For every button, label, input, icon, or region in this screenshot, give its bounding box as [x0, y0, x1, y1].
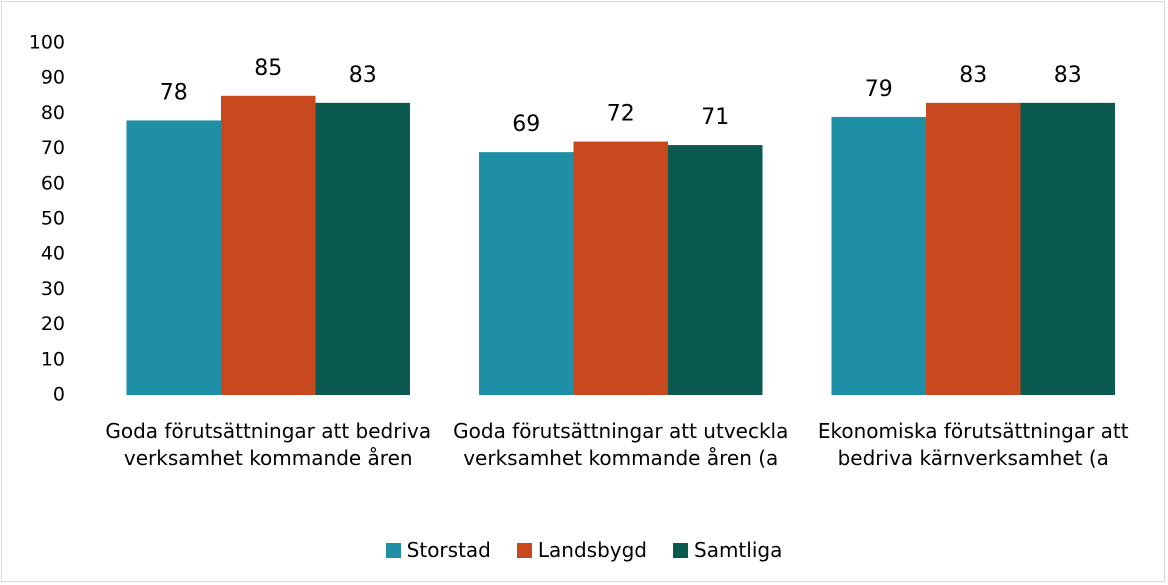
value-label: 83 [1054, 63, 1082, 88]
value-label: 85 [254, 56, 282, 81]
x-tick-label: Goda förutsättningar att bedriva verksam… [105, 419, 432, 470]
y-tick-label: 40 [41, 243, 65, 265]
legend: Storstad Landsbygd Samtliga [0, 538, 1168, 562]
y-tick-label: 30 [41, 278, 65, 300]
y-tick-label: 70 [41, 137, 65, 159]
y-tick-label: 100 [29, 32, 65, 54]
value-label: 83 [959, 63, 987, 88]
legend-label: Samtliga [694, 538, 783, 562]
y-tick-label: 80 [41, 102, 65, 124]
legend-label: Landsbygd [537, 538, 647, 562]
legend-item: Samtliga [673, 538, 782, 562]
bar [831, 116, 926, 396]
y-tick-label: 90 [41, 67, 65, 89]
legend-item: Landsbygd [516, 538, 647, 562]
value-label: 78 [160, 80, 188, 105]
y-tick-label: 60 [41, 172, 65, 194]
bar [315, 102, 410, 395]
bar [926, 102, 1021, 395]
x-tick-label: Ekonomiska förutsättningar att bedriva k… [817, 419, 1129, 470]
legend-swatch [673, 542, 688, 558]
value-label: 83 [349, 63, 377, 88]
y-tick-label: 10 [41, 348, 65, 370]
y-tick-label: 50 [41, 208, 65, 230]
x-tick-label: Goda förutsättningar att utveckla verksa… [453, 419, 789, 470]
bar [126, 120, 221, 395]
legend-label: Storstad [406, 538, 491, 562]
bar [668, 145, 763, 395]
legend-item: Storstad [385, 538, 491, 562]
bar [1020, 102, 1115, 395]
value-label: 79 [865, 77, 893, 102]
value-label: 69 [512, 112, 540, 137]
legend-swatch [385, 542, 401, 558]
legend-swatch [516, 542, 532, 558]
y-tick-label: 0 [53, 384, 65, 406]
bar [479, 152, 574, 395]
value-label: 72 [607, 102, 635, 127]
value-label: 71 [701, 105, 729, 130]
bar [573, 141, 668, 395]
y-tick-label: 20 [41, 313, 65, 335]
bar [221, 95, 316, 396]
